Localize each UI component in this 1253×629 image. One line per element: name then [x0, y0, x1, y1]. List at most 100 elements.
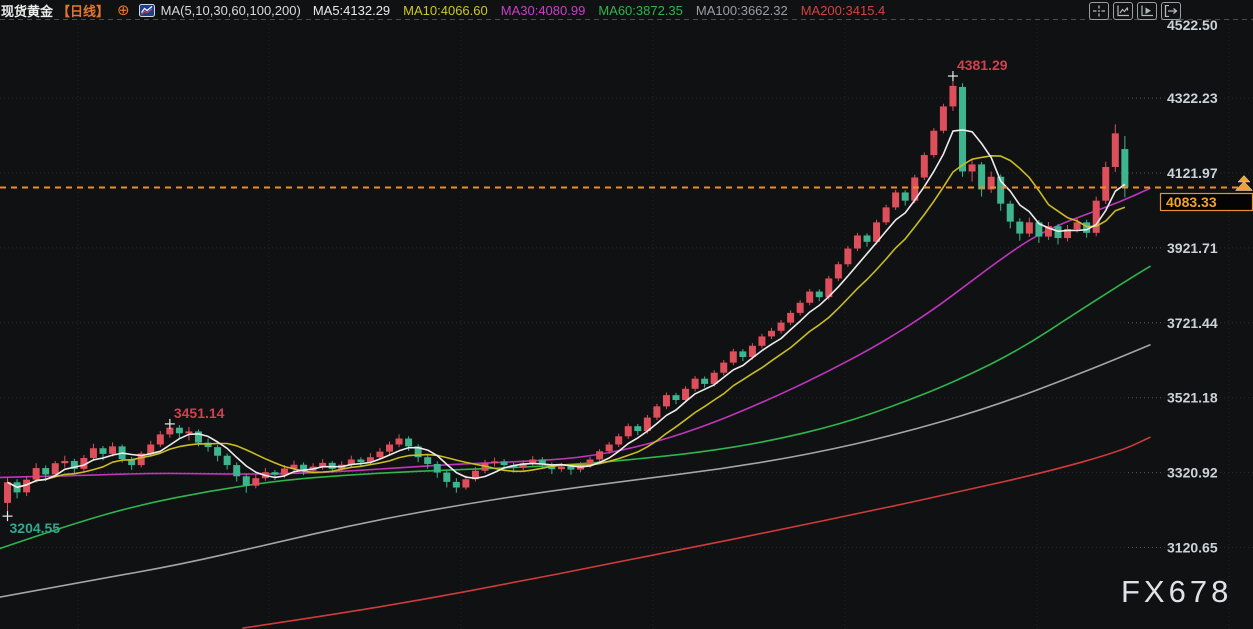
high-price-annotation: 3451.14 [174, 405, 225, 421]
candle-down [42, 468, 50, 475]
candle-up [748, 345, 756, 357]
candle-up [1064, 229, 1072, 239]
candle-up [529, 459, 537, 464]
candle-up [653, 406, 661, 418]
y-axis-label: 4121.97 [1167, 165, 1218, 181]
candle-up [968, 164, 976, 172]
low-price-annotation: 3204.55 [10, 520, 61, 536]
candle-down [414, 446, 422, 458]
y-axis-label: 3721.44 [1167, 315, 1218, 331]
candle-up [787, 312, 795, 323]
candle-up [825, 278, 833, 298]
add-indicator-icon[interactable]: ⊕ [117, 1, 130, 19]
candle-up [1044, 226, 1052, 237]
crosshair-icon[interactable] [1089, 2, 1109, 20]
last-price-value: 4083.33 [1166, 194, 1217, 210]
candle-up [1073, 222, 1081, 230]
candle-up [147, 444, 155, 454]
candle-down [300, 464, 308, 471]
candle-up [930, 130, 938, 156]
symbol-name: 现货黄金 [1, 3, 54, 19]
candle-up [892, 192, 900, 208]
candle-up [806, 291, 814, 303]
candle-up [911, 177, 919, 201]
ma100-line [0, 344, 1151, 598]
candle-up [853, 235, 861, 249]
candle-down [634, 426, 642, 432]
candle-down [672, 395, 680, 401]
candle-up [729, 351, 737, 363]
candle-up [987, 176, 995, 190]
candle-down [424, 457, 432, 464]
candle-up [137, 453, 145, 466]
candle-up [557, 466, 565, 470]
candle-down [739, 351, 747, 357]
candle-down [452, 481, 460, 488]
candle-up [777, 322, 785, 331]
candle-up [471, 470, 479, 480]
candle-down [567, 466, 575, 470]
candle-down [1006, 203, 1014, 222]
candle-down [1016, 221, 1024, 234]
candle-down [99, 448, 107, 454]
timeframe-selector[interactable]: 【日线】 [57, 3, 110, 19]
candle-up [376, 451, 384, 458]
candle-up [319, 462, 327, 467]
candle-down [405, 438, 413, 447]
candle-up [624, 426, 632, 437]
ma10-line [7, 155, 1126, 489]
y-axis-label: 3921.71 [1167, 240, 1218, 256]
candle-down [538, 459, 546, 465]
candle-up [949, 85, 957, 107]
y-axis-label: 3521.18 [1167, 390, 1218, 406]
candle-up [662, 395, 670, 407]
candle-up [80, 457, 88, 469]
candle-up [834, 264, 842, 279]
candle-down [357, 459, 365, 463]
candle-up [682, 388, 690, 401]
candle-up [882, 207, 890, 223]
candle-down [433, 463, 441, 473]
candle-down [1035, 222, 1043, 237]
candle-up [939, 106, 947, 131]
candle-up [481, 463, 489, 471]
ma100-readout: MA100:3662.32 [695, 2, 788, 18]
candle-up [586, 459, 594, 466]
candle-down [271, 472, 279, 475]
candle-down [204, 442, 212, 448]
candle-up [643, 417, 651, 432]
candle-up [156, 434, 164, 445]
chart-baseline-icon[interactable] [1113, 2, 1133, 20]
candle-down [701, 378, 709, 384]
candle-down [978, 164, 986, 190]
candle-down [997, 176, 1005, 204]
candle-down [70, 460, 78, 469]
candle-up [491, 461, 499, 464]
y-axis-label: 4522.50 [1167, 17, 1218, 33]
candles-layer [4, 76, 1129, 517]
chart-style-icon[interactable] [138, 3, 155, 17]
candle-down [815, 291, 823, 298]
chart-play-icon[interactable] [1137, 2, 1157, 20]
ma30-line [0, 187, 1151, 479]
candle-up [720, 362, 728, 373]
ma60-readout: MA60:3872.35 [598, 2, 683, 18]
chart-toolbar [1089, 2, 1181, 20]
candle-up [1092, 200, 1100, 233]
ma200-readout: MA200:3415.4 [800, 2, 886, 18]
candle-down [443, 472, 451, 482]
candle-up [61, 460, 69, 464]
exit-chart-icon[interactable] [1161, 2, 1181, 20]
candle-down [233, 465, 241, 477]
candle-up [185, 431, 193, 434]
candle-up [605, 444, 613, 452]
candle-up [166, 427, 174, 435]
candle-up [347, 459, 355, 465]
candle-up [462, 479, 470, 488]
candle-down [214, 447, 222, 456]
candle-up [32, 468, 40, 480]
fx678-watermark: FX678 [1121, 574, 1233, 609]
y-axis-label: 3120.65 [1167, 539, 1218, 555]
